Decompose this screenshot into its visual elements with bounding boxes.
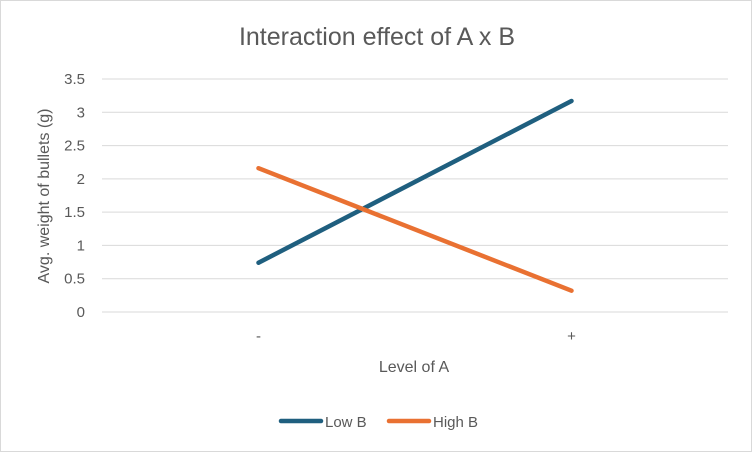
legend-label: Low B [325, 414, 367, 431]
y-axis-tick-labels: 0 0.5 1 1.5 2 2.5 3 3.5 [64, 71, 85, 321]
legend: Low B High B [278, 414, 478, 431]
x-axis-tick-labels: - + [256, 328, 576, 345]
y-tick-label: 0 [77, 304, 85, 321]
chart-title: Interaction effect of A x B [239, 23, 515, 51]
series-line-low-b [256, 98, 574, 265]
x-tick-label: + [567, 328, 576, 345]
y-tick-label: 1 [77, 237, 85, 254]
y-tick-label: 1.5 [64, 204, 85, 221]
legend-label: High B [433, 414, 478, 431]
y-tick-label: 2 [77, 171, 85, 188]
gridlines [102, 78, 728, 313]
y-axis-label: Avg. weight of bullets (g) [36, 109, 53, 284]
y-tick-label: 2.5 [64, 138, 85, 155]
x-tick-label: - [256, 328, 261, 345]
y-tick-label: 3.5 [64, 71, 85, 88]
y-tick-label: 3 [77, 104, 85, 121]
series-lines [256, 98, 574, 293]
series-line-high-b [256, 165, 574, 293]
x-axis-label: Level of A [379, 359, 450, 376]
y-tick-label: 0.5 [64, 271, 85, 288]
